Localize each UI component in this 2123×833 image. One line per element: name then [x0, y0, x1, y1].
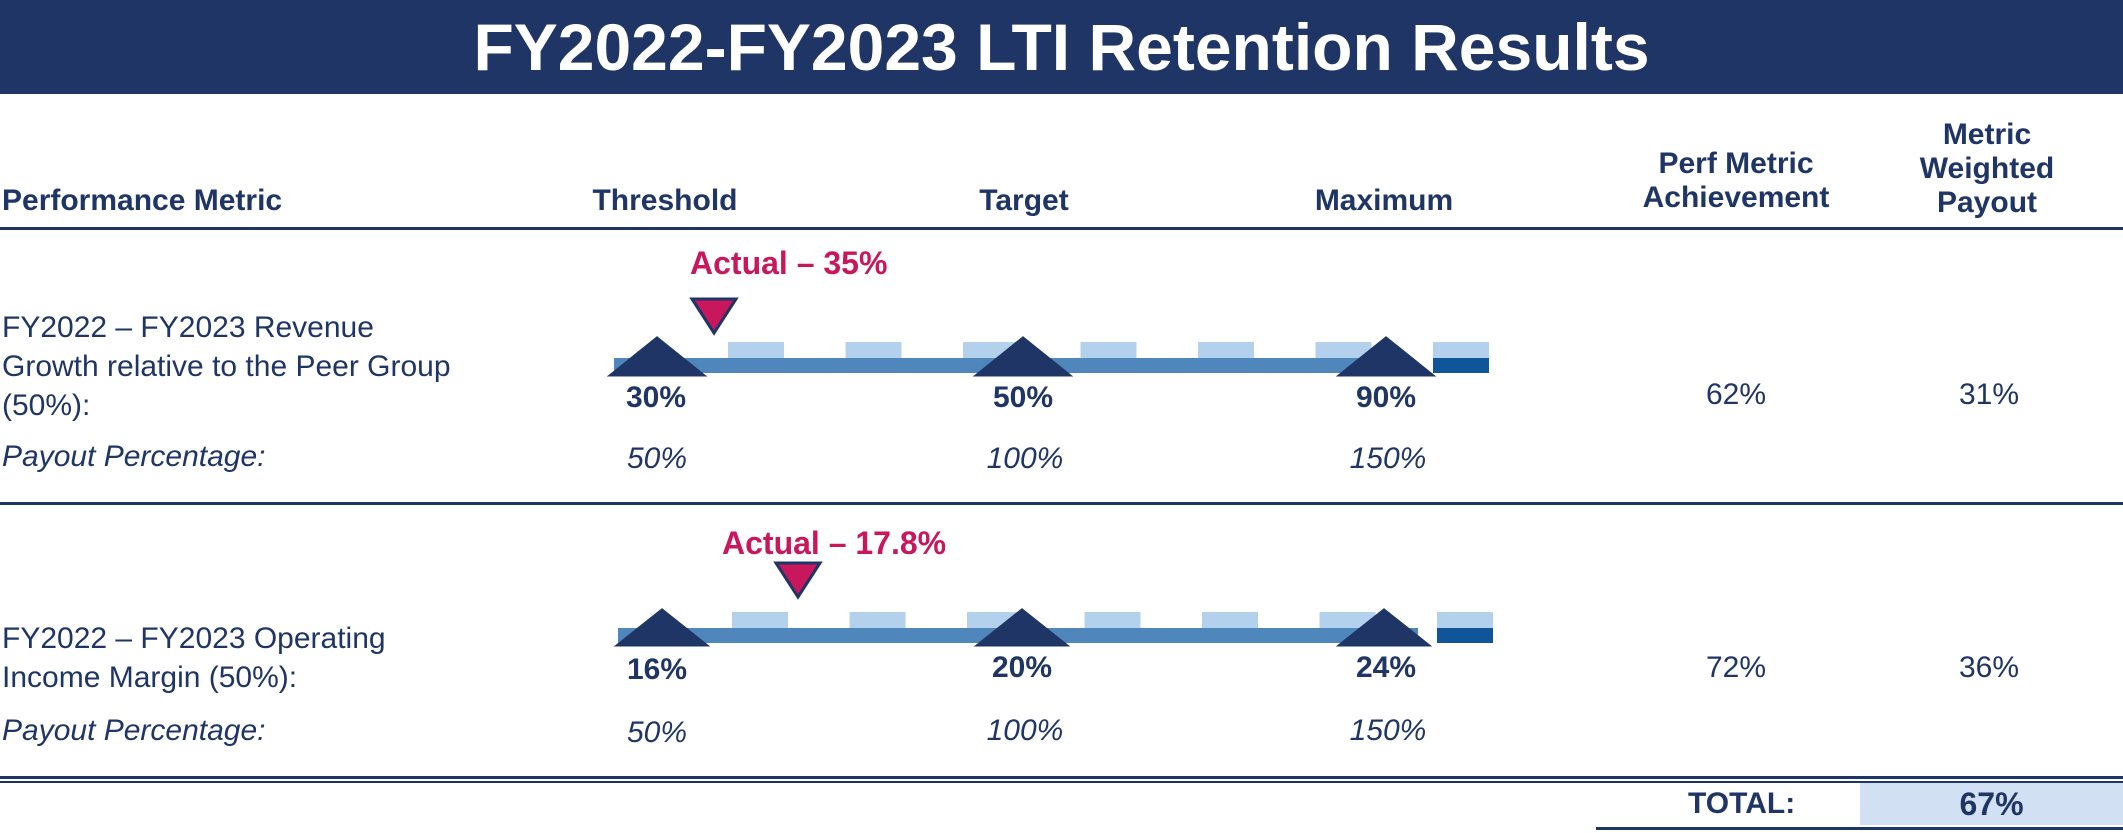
actual-marker-icon — [689, 297, 739, 336]
header-achievement-line2: Achievement — [1642, 181, 1830, 214]
scale-segment — [845, 342, 902, 358]
scale-segment — [1315, 342, 1372, 358]
total-label: TOTAL: — [1688, 787, 1796, 820]
target-value: 20% — [991, 651, 1053, 684]
metric-name-line1: FY2022 – FY2023 Revenue — [2, 311, 374, 344]
scale-segment — [1437, 628, 1493, 643]
payout-threshold: 50% — [626, 716, 688, 749]
header-achievement-line1: Perf Metric — [1658, 147, 1814, 180]
header-weighted-line3: Payout — [1936, 186, 2038, 219]
page-title: FY2022-FY2023 LTI Retention Results — [0, 0, 2123, 94]
scale-segment — [849, 612, 906, 628]
payout-maximum: 150% — [1349, 714, 1427, 747]
maximum-value: 24% — [1355, 651, 1417, 684]
total-underline — [1596, 827, 2123, 830]
scale-segment — [1202, 612, 1258, 628]
threshold-value: 30% — [625, 381, 687, 414]
threshold-marker-icon — [606, 336, 708, 377]
actual-marker-icon — [773, 561, 823, 600]
achievement-value: 72% — [1705, 651, 1767, 684]
header-performance-metric: Performance Metric — [2, 184, 283, 217]
header-perf-metric-achievement: Perf Metric Achievement — [1596, 147, 1876, 215]
scale-segment — [1433, 342, 1489, 358]
target-value: 50% — [992, 381, 1054, 414]
performance-scale — [613, 561, 1493, 647]
threshold-value: 16% — [626, 653, 688, 686]
total-double-rule-top — [0, 776, 2123, 779]
header-metric-weighted-payout: Metric Weighted Payout — [1847, 118, 2123, 220]
header-maximum: Maximum — [1314, 184, 1454, 217]
actual-label: Actual – 35% — [690, 245, 888, 281]
target-marker-icon — [973, 608, 1071, 647]
header-divider — [0, 227, 2123, 230]
weighted-payout-value: 31% — [1958, 378, 2020, 411]
maximum-marker-icon — [1335, 336, 1437, 377]
scale-segment — [1084, 612, 1141, 628]
metric-name-line2: Growth relative to the Peer Group — [2, 350, 451, 383]
payout-percentage-label: Payout Percentage: — [2, 714, 266, 747]
row-divider — [0, 502, 2123, 505]
metric-name-line1: FY2022 – FY2023 Operating — [2, 622, 386, 655]
scale-segment — [1080, 342, 1137, 358]
payout-target: 100% — [986, 714, 1064, 747]
scale-segment — [1198, 342, 1254, 358]
metric-name-line2: Income Margin (50%): — [2, 661, 298, 694]
scale-segment — [732, 612, 788, 628]
maximum-value: 90% — [1355, 381, 1417, 414]
maximum-marker-icon — [1335, 608, 1433, 647]
scale-segment — [1437, 612, 1493, 628]
total-value: 67% — [1860, 783, 2123, 825]
scale-segment — [1319, 612, 1376, 628]
actual-label: Actual – 17.8% — [722, 525, 947, 561]
performance-scale — [606, 297, 1489, 377]
payout-threshold: 50% — [626, 442, 688, 475]
metric-name: FY2022 – FY2023 Operating Income Margin … — [2, 619, 386, 697]
header-threshold: Threshold — [592, 184, 738, 217]
metric-name: FY2022 – FY2023 Revenue Growth relative … — [2, 308, 451, 425]
scale-segment — [728, 342, 784, 358]
payout-maximum: 150% — [1349, 442, 1427, 475]
header-weighted-line1: Metric — [1942, 118, 2032, 151]
weighted-payout-value: 36% — [1958, 651, 2020, 684]
header-weighted-line2: Weighted — [1919, 152, 2055, 185]
threshold-marker-icon — [613, 608, 711, 647]
payout-percentage-label: Payout Percentage: — [2, 440, 266, 473]
metric-name-line3: (50%): — [2, 389, 91, 422]
total-double-rule-bottom — [0, 781, 2123, 783]
target-marker-icon — [972, 336, 1074, 377]
scale-segment — [1433, 358, 1489, 373]
achievement-value: 62% — [1705, 378, 1767, 411]
header-target: Target — [979, 184, 1069, 217]
payout-target: 100% — [986, 442, 1064, 475]
